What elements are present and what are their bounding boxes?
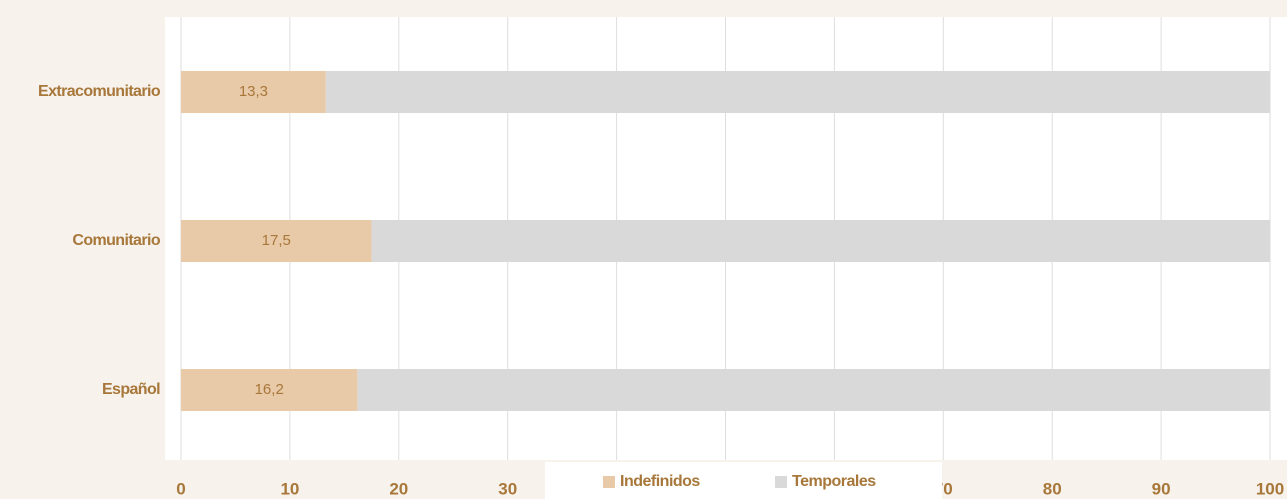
legend-label: Temporales [792,473,876,490]
bar-segment [357,369,1271,411]
legend-swatch [775,476,787,488]
legend-label: Indefinidos [620,473,700,490]
x-tick-label: 10 [280,479,299,498]
data-label: 13,3 [239,83,268,100]
x-tick-label: 80 [1043,479,1062,498]
y-tick-label: Comunitario [72,232,160,249]
data-label: 16,2 [255,381,284,398]
x-tick-label: 90 [1152,479,1171,498]
x-tick-label: 20 [389,479,408,498]
x-tick-label: 100 [1256,479,1284,498]
y-tick-label: Extracomunitario [38,83,161,100]
bar-segment [371,220,1270,262]
x-tick-label: 0 [176,479,185,498]
bar-segment [325,71,1270,113]
bar-segment [181,220,372,262]
bar-segment [181,71,326,113]
x-tick-label: 30 [498,479,517,498]
data-label: 17,5 [262,232,291,249]
y-tick-label: Español [102,381,160,398]
legend-swatch [603,476,615,488]
bar-segment [181,369,358,411]
